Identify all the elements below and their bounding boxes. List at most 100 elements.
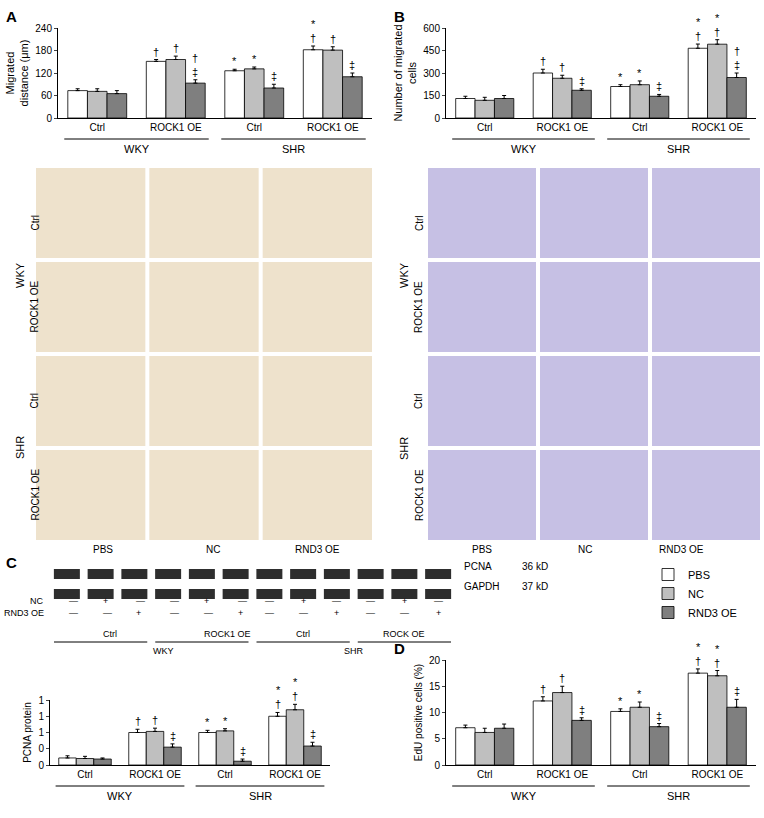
svg-text:—: — <box>204 608 213 618</box>
svg-text:*: * <box>205 716 210 728</box>
svg-text:*: * <box>637 688 642 700</box>
svg-text:SHR: SHR <box>398 437 410 460</box>
svg-text:*†: *† <box>714 643 720 669</box>
svg-text:RND3 OE: RND3 OE <box>659 544 704 555</box>
svg-text:Ctrl: Ctrl <box>103 629 117 639</box>
svg-text:SHR: SHR <box>282 143 305 155</box>
svg-text:Ctrl: Ctrl <box>477 122 493 133</box>
svg-text:†: † <box>135 715 141 727</box>
svg-text:—: — <box>265 608 274 618</box>
svg-text:*: * <box>618 695 623 707</box>
svg-text:WKY: WKY <box>398 262 410 288</box>
svg-text:*†: *† <box>695 16 701 42</box>
svg-text:‡: ‡ <box>271 70 277 82</box>
svg-text:NC: NC <box>206 544 220 555</box>
svg-text:*†: *† <box>292 676 298 702</box>
svg-text:‡: ‡ <box>240 745 246 757</box>
svg-text:Ctrl: Ctrl <box>414 215 425 231</box>
svg-text:120: 120 <box>35 68 52 79</box>
svg-text:PBS: PBS <box>472 544 492 555</box>
svg-text:†: † <box>330 33 336 45</box>
svg-text:†: † <box>559 672 565 684</box>
svg-text:ROCK1 OE: ROCK1 OE <box>129 769 181 780</box>
svg-text:ROCK1 OE: ROCK1 OE <box>413 281 424 333</box>
svg-text:+: + <box>204 596 209 606</box>
svg-text:RND3 OE: RND3 OE <box>4 608 44 618</box>
svg-text:—: — <box>136 596 145 606</box>
svg-text:ROCK1 OE: ROCK1 OE <box>30 468 41 520</box>
svg-text:†: † <box>540 683 546 695</box>
svg-text:‡: ‡ <box>310 728 316 740</box>
svg-text:20: 20 <box>429 655 441 666</box>
svg-text:36 kD: 36 kD <box>522 561 548 572</box>
svg-text:SHR: SHR <box>667 790 690 802</box>
svg-text:—: — <box>299 608 308 618</box>
svg-text:+: + <box>136 608 141 618</box>
svg-text:WKY: WKY <box>153 646 174 656</box>
svg-text:Ctrl: Ctrl <box>477 769 493 780</box>
svg-text:WKY: WKY <box>107 790 133 802</box>
svg-text:37 kD: 37 kD <box>522 581 548 592</box>
svg-text:180: 180 <box>35 45 52 56</box>
svg-text:+: + <box>402 596 407 606</box>
svg-text:‡: ‡ <box>734 685 740 697</box>
svg-text:—: — <box>170 596 179 606</box>
svg-text:—: — <box>366 608 375 618</box>
svg-text:WKY: WKY <box>124 143 150 155</box>
svg-text:†: † <box>540 55 546 67</box>
svg-text:1: 1 <box>38 727 44 738</box>
svg-text:Ctrl: Ctrl <box>29 393 40 409</box>
svg-text:Ctrl: Ctrl <box>246 122 262 133</box>
svg-text:C: C <box>6 554 17 571</box>
svg-text:+: + <box>103 596 108 606</box>
svg-text:PCNA: PCNA <box>464 561 492 572</box>
svg-text:—: — <box>265 596 274 606</box>
svg-text:+: + <box>436 608 441 618</box>
svg-text:RND3 OE: RND3 OE <box>688 607 737 619</box>
svg-text:+: + <box>238 608 243 618</box>
svg-text:NC: NC <box>688 588 704 600</box>
svg-text:B: B <box>394 8 405 25</box>
svg-text:†‡: †‡ <box>734 45 740 71</box>
svg-text:Ctrl: Ctrl <box>30 215 41 231</box>
svg-text:WKY: WKY <box>511 790 537 802</box>
svg-text:240: 240 <box>35 23 52 34</box>
svg-text:0: 0 <box>434 760 440 771</box>
svg-text:ROCK1 OE: ROCK1 OE <box>536 769 588 780</box>
svg-text:1: 1 <box>38 695 44 706</box>
svg-text:Ctrl: Ctrl <box>413 393 424 409</box>
svg-text:PCNA protein: PCNA protein <box>22 702 33 763</box>
svg-text:0: 0 <box>434 113 440 124</box>
svg-text:5: 5 <box>434 733 440 744</box>
svg-text:Ctrl: Ctrl <box>632 122 648 133</box>
svg-text:‡: ‡ <box>170 730 176 742</box>
svg-text:*: * <box>618 71 623 83</box>
svg-text:ROCK1 OE: ROCK1 OE <box>150 122 202 133</box>
svg-text:600: 600 <box>423 23 440 34</box>
svg-text:300: 300 <box>423 68 440 79</box>
svg-text:0: 0 <box>38 760 44 771</box>
svg-text:15: 15 <box>429 681 441 692</box>
svg-text:*†: *† <box>275 684 281 710</box>
svg-text:SHR: SHR <box>249 790 272 802</box>
svg-text:1: 1 <box>38 711 44 722</box>
svg-text:ROCK1 OE: ROCK1 OE <box>269 769 321 780</box>
svg-text:—: — <box>69 608 78 618</box>
svg-text:+: + <box>301 596 306 606</box>
svg-text:Ctrl: Ctrl <box>217 769 233 780</box>
svg-text:—: — <box>69 596 78 606</box>
svg-text:—: — <box>400 608 409 618</box>
svg-text:Migrateddistance (μm): Migrateddistance (μm) <box>4 40 30 107</box>
svg-text:Ctrl: Ctrl <box>89 122 105 133</box>
svg-text:*†: *† <box>310 18 316 44</box>
svg-text:ROCK1 OE: ROCK1 OE <box>691 122 743 133</box>
svg-text:‡: ‡ <box>349 59 355 71</box>
svg-text:*: * <box>252 53 257 65</box>
svg-text:GAPDH: GAPDH <box>464 581 500 592</box>
svg-text:—: — <box>434 596 443 606</box>
svg-text:60: 60 <box>41 90 53 101</box>
svg-text:SHR: SHR <box>667 143 690 155</box>
svg-text:†: † <box>152 714 158 726</box>
svg-text:—: — <box>332 596 341 606</box>
svg-text:†: † <box>153 46 159 58</box>
